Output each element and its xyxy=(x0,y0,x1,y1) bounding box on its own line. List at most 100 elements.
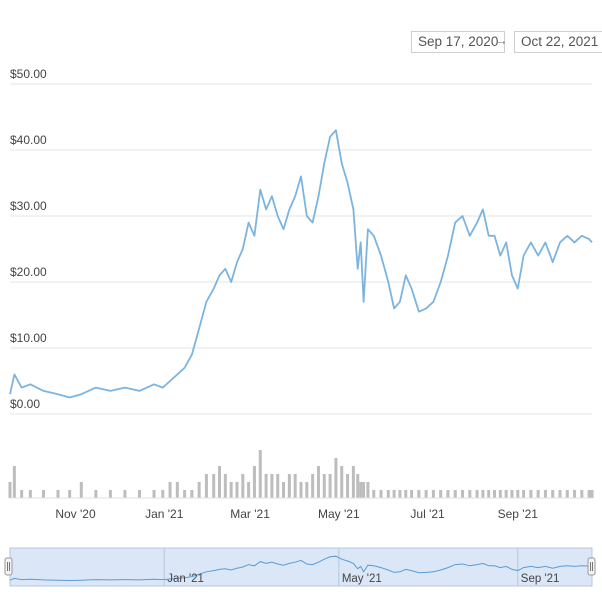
volume-bar xyxy=(468,490,472,498)
volume-bar xyxy=(161,490,165,498)
volume-bar xyxy=(28,490,32,498)
volume-bar xyxy=(79,482,83,498)
y-tick-label: $30.00 xyxy=(10,199,47,213)
volume-bar xyxy=(137,490,141,498)
volume-bar xyxy=(580,490,584,498)
volume-bar xyxy=(446,490,450,498)
volume-bar xyxy=(334,458,338,498)
volume-bar xyxy=(20,490,24,498)
navigator-tick-label: Jan '21 xyxy=(167,573,204,585)
volume-bar xyxy=(235,482,239,498)
volume-bar xyxy=(183,490,187,498)
volume-bar xyxy=(328,474,332,498)
volume-bar xyxy=(417,490,421,498)
volume-bar xyxy=(392,490,396,498)
volume-bar xyxy=(41,490,45,498)
navigator-labels: Jan '21 May '21 Sep '21 xyxy=(167,573,559,585)
volume-bar xyxy=(565,490,569,498)
x-tick-label: Jan '21 xyxy=(145,507,184,521)
volume-bar xyxy=(152,490,156,498)
volume-bar xyxy=(356,474,360,498)
volume-bar xyxy=(362,482,366,498)
x-tick-label: Mar '21 xyxy=(230,507,270,521)
y-tick-label: $20.00 xyxy=(10,265,47,279)
volume-bar xyxy=(587,490,591,498)
range-navigator[interactable]: Jan '21 May '21 Sep '21 xyxy=(4,547,596,587)
volume-bar xyxy=(453,490,457,498)
volume-bar xyxy=(94,490,98,498)
volume-bar xyxy=(551,490,555,498)
volume-bar xyxy=(264,474,268,498)
volume-bar xyxy=(475,490,479,498)
volume-bar xyxy=(12,466,16,498)
x-axis-labels: Nov '20 Jan '21 Mar '21 May '21 Jul '21 Sep '… xyxy=(55,507,538,521)
y-tick-label: $50.00 xyxy=(10,67,47,81)
volume-bar xyxy=(108,490,112,498)
x-tick-label: Nov '20 xyxy=(55,507,96,521)
volume-bar xyxy=(498,490,502,498)
volume-bar xyxy=(287,474,291,498)
volume-bar xyxy=(359,482,363,498)
volume-bar xyxy=(543,490,547,498)
volume-bar xyxy=(431,490,435,498)
navigator-left-handle[interactable] xyxy=(4,557,13,576)
volume-bar xyxy=(276,474,280,498)
volume-bar xyxy=(386,490,390,498)
volume-bars xyxy=(8,450,594,499)
volume-bar xyxy=(493,490,497,498)
price-series-line xyxy=(9,129,593,399)
range-arrow-icon: → xyxy=(494,32,508,48)
volume-bar xyxy=(270,474,274,498)
volume-bar xyxy=(68,490,72,498)
volume-bar xyxy=(379,490,383,498)
volume-bar xyxy=(461,490,465,498)
volume-bar xyxy=(56,490,60,498)
x-tick-label: Jul '21 xyxy=(410,507,445,521)
volume-bar xyxy=(223,474,227,498)
volume-bar xyxy=(282,482,286,498)
y-tick-label: $0.00 xyxy=(10,397,40,411)
x-tick-label: May '21 xyxy=(318,507,360,521)
volume-bar xyxy=(175,482,179,498)
gridlines xyxy=(10,83,592,415)
volume-bar xyxy=(558,490,562,498)
navigator-tick-label: Sep '21 xyxy=(521,573,560,585)
volume-bar xyxy=(204,474,208,498)
volume-bar xyxy=(190,490,194,498)
volume-bar xyxy=(504,490,508,498)
volume-bar xyxy=(218,466,222,498)
volume-bar xyxy=(322,474,326,498)
navigator-tick-label: May '21 xyxy=(342,573,382,585)
volume-bar xyxy=(439,490,443,498)
volume-bar xyxy=(311,474,315,498)
y-tick-label: $10.00 xyxy=(10,331,47,345)
volume-bar xyxy=(212,474,216,498)
y-tick-label: $40.00 xyxy=(10,133,47,147)
volume-bar xyxy=(404,490,408,498)
volume-bar xyxy=(351,466,355,498)
volume-bar xyxy=(258,450,262,498)
volume-bar xyxy=(241,474,245,498)
volume-bar xyxy=(293,474,297,498)
volume-bar xyxy=(305,482,309,498)
x-tick-label: Sep '21 xyxy=(498,507,539,521)
navigator-right-handle[interactable] xyxy=(587,557,596,576)
volume-bar xyxy=(346,474,350,498)
volume-bar xyxy=(252,466,256,498)
volume-bar xyxy=(410,490,414,498)
y-axis-labels: $0.00 $10.00 $20.00 $30.00 $40.00 $50.00 xyxy=(10,67,47,411)
navigator-series-line xyxy=(9,555,593,582)
volume-bar xyxy=(529,490,533,498)
volume-bar xyxy=(481,490,485,498)
volume-bar xyxy=(516,490,520,498)
end-date-input[interactable]: Oct 22, 2021 xyxy=(514,31,602,53)
navigator-selection[interactable] xyxy=(9,547,593,587)
start-date-input[interactable]: Sep 17, 2020 xyxy=(411,31,506,53)
volume-bar xyxy=(123,490,127,498)
volume-bar xyxy=(247,482,251,498)
volume-bar xyxy=(590,490,594,498)
volume-bar xyxy=(299,482,303,498)
volume-bar xyxy=(8,482,12,498)
volume-bar xyxy=(372,490,376,498)
